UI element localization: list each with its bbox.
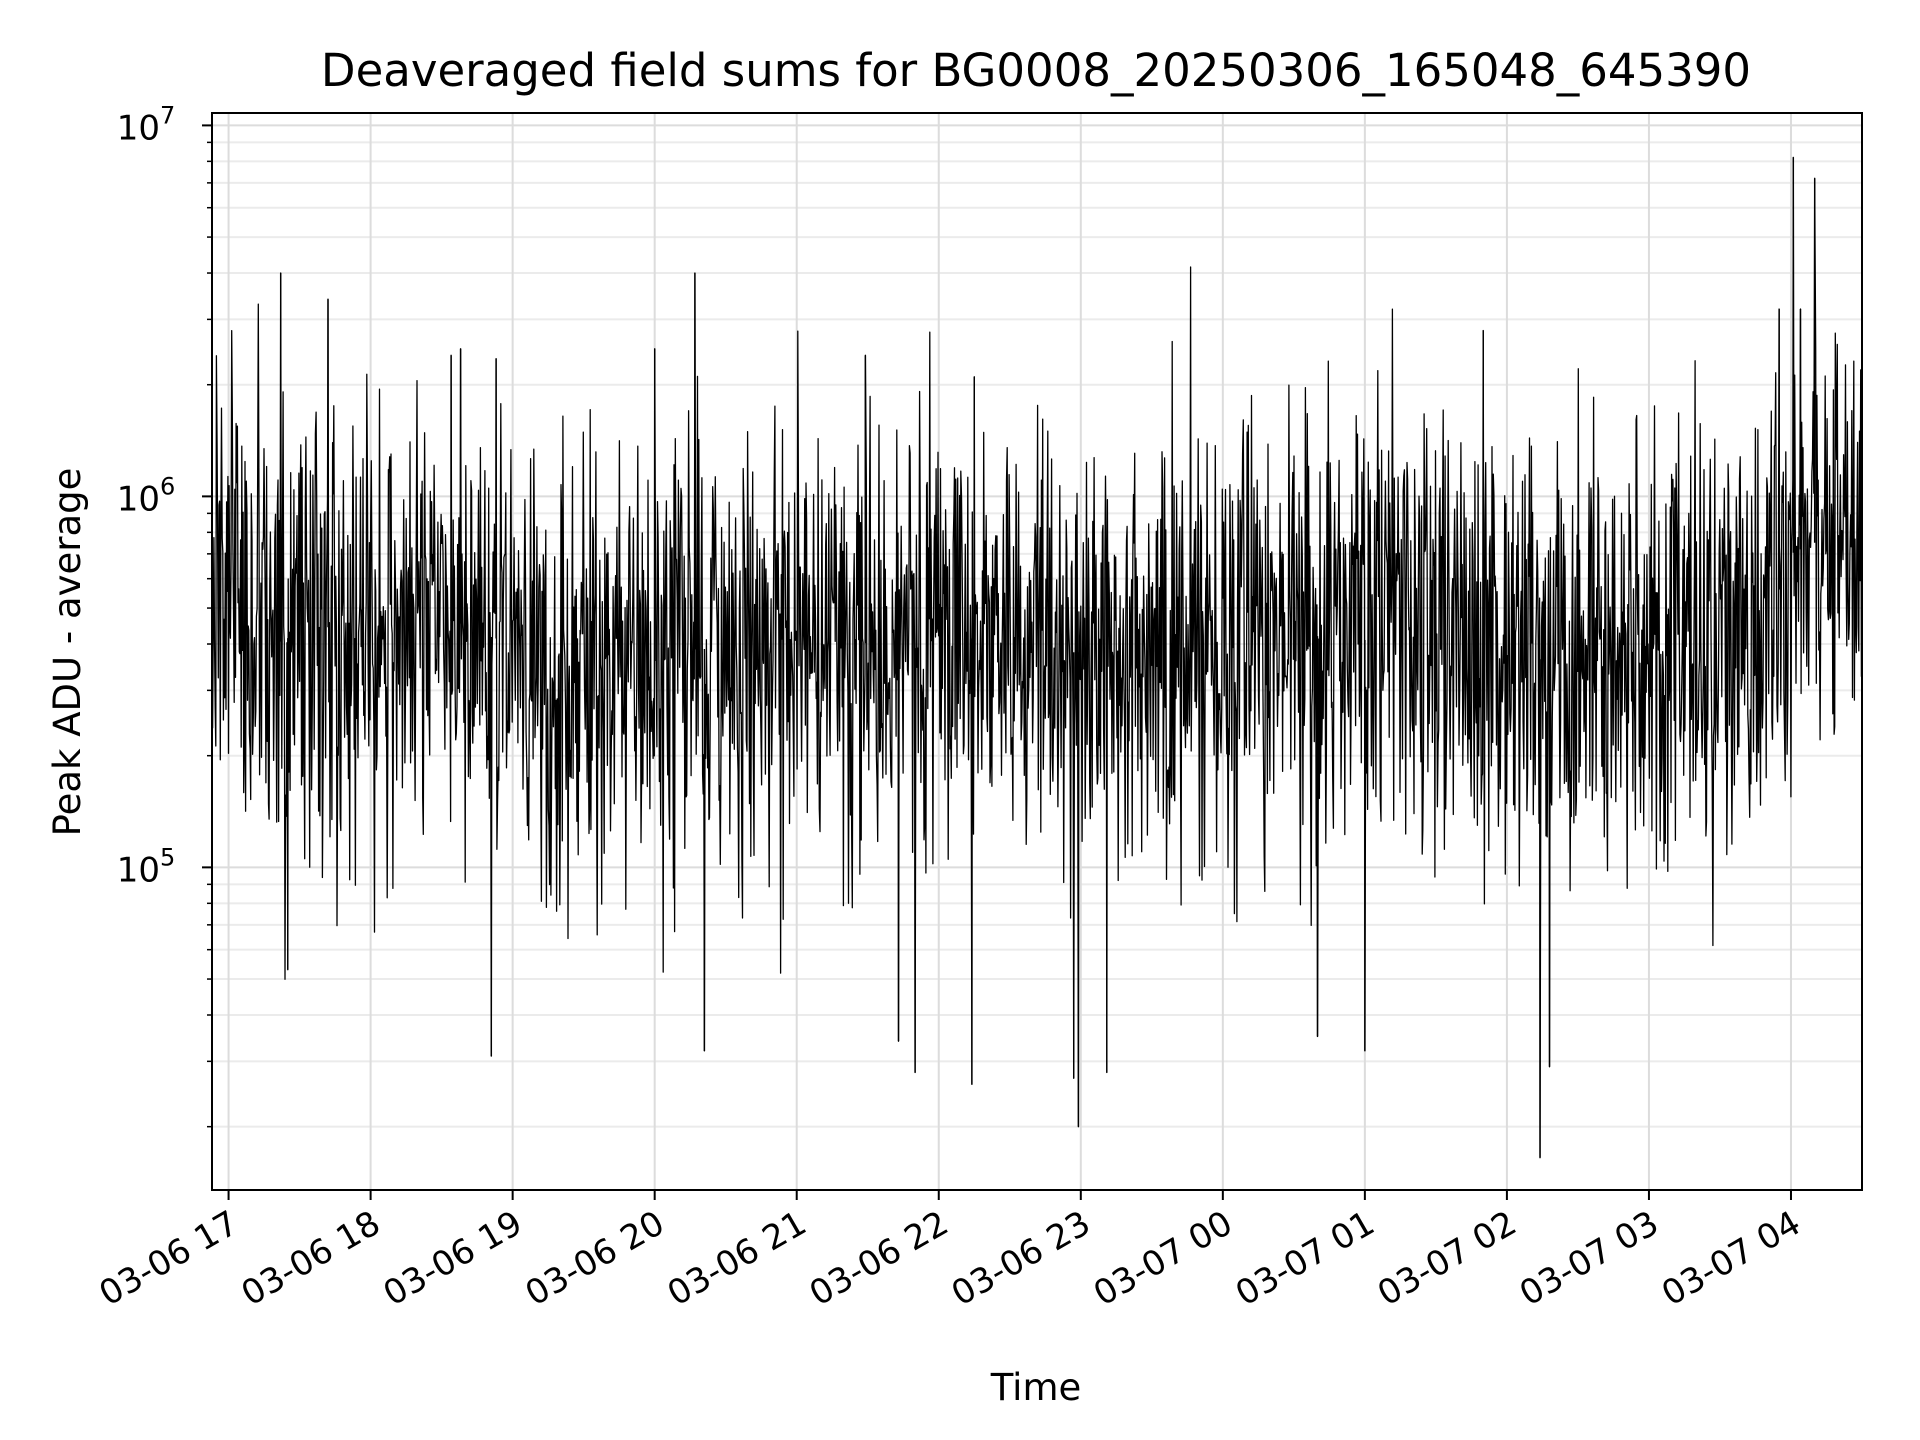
plot-area-frame: [211, 112, 1863, 1191]
y-tick-exponent: 6: [160, 472, 175, 500]
y-tick-label: 10: [117, 850, 160, 890]
data-series: [212, 156, 1862, 1159]
chart-title: Deaveraged field sums for BG0008_2025030…: [321, 44, 1751, 97]
y-tick-label: 10: [117, 479, 160, 519]
x-axis-label: Time: [990, 1366, 1082, 1409]
y-axis-label: Peak ADU - average: [46, 468, 89, 837]
y-tick-exponent: 5: [160, 843, 175, 871]
y-tick-label: 10: [117, 108, 160, 148]
data-line: [212, 156, 1862, 1159]
y-tick-exponent: 7: [160, 101, 175, 129]
